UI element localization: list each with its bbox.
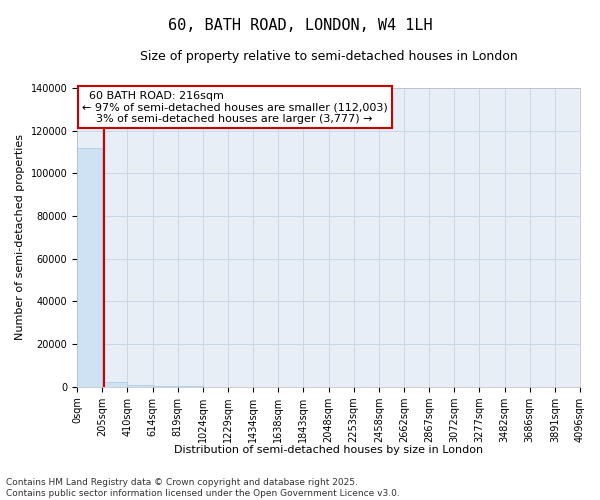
Bar xyxy=(77,148,103,387)
Bar xyxy=(152,386,178,387)
Text: 60, BATH ROAD, LONDON, W4 1LH: 60, BATH ROAD, LONDON, W4 1LH xyxy=(167,18,433,32)
Text: 60 BATH ROAD: 216sqm
← 97% of semi-detached houses are smaller (112,003)
    3% : 60 BATH ROAD: 216sqm ← 97% of semi-detac… xyxy=(82,91,388,124)
Bar xyxy=(127,386,152,387)
Text: Contains HM Land Registry data © Crown copyright and database right 2025.
Contai: Contains HM Land Registry data © Crown c… xyxy=(6,478,400,498)
Y-axis label: Number of semi-detached properties: Number of semi-detached properties xyxy=(15,134,25,340)
Bar xyxy=(103,382,127,387)
X-axis label: Distribution of semi-detached houses by size in London: Distribution of semi-detached houses by … xyxy=(174,445,483,455)
Title: Size of property relative to semi-detached houses in London: Size of property relative to semi-detach… xyxy=(140,50,517,63)
